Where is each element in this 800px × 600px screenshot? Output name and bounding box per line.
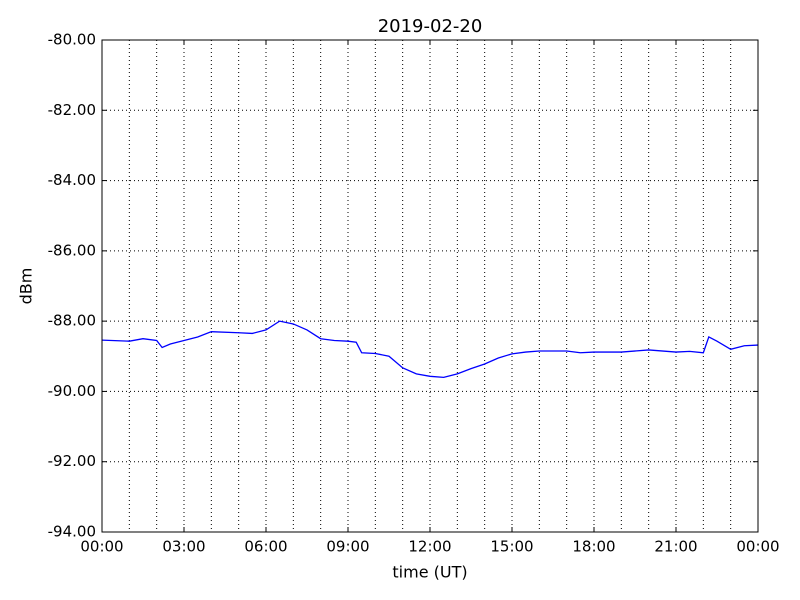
x-tick-label: 00:00: [736, 538, 779, 556]
chart-title: 2019-02-20: [378, 16, 483, 37]
y-tick-label: -92.00: [48, 452, 96, 470]
x-tick-label: 15:00: [490, 538, 533, 556]
x-axis-label: time (UT): [392, 563, 467, 582]
y-tick-label: -82.00: [48, 101, 96, 119]
y-tick-label: -84.00: [48, 171, 96, 189]
x-tick-label: 12:00: [408, 538, 451, 556]
x-tick-label: 06:00: [244, 538, 287, 556]
x-tick-label: 18:00: [572, 538, 615, 556]
y-tick-label: -86.00: [48, 241, 96, 259]
x-tick-label: 03:00: [162, 538, 205, 556]
y-tick-label: -94.00: [48, 523, 96, 541]
y-tick-label: -80.00: [48, 31, 96, 49]
x-tick-label: 00:00: [80, 538, 123, 556]
y-tick-label: -88.00: [48, 312, 96, 330]
plot-frame: [101, 39, 759, 533]
data-line: [101, 320, 759, 379]
x-tick-label: 09:00: [326, 538, 369, 556]
y-axis-label: dBm: [17, 268, 36, 305]
y-tick-label: -90.00: [48, 382, 96, 400]
x-tick-label: 21:00: [654, 538, 697, 556]
